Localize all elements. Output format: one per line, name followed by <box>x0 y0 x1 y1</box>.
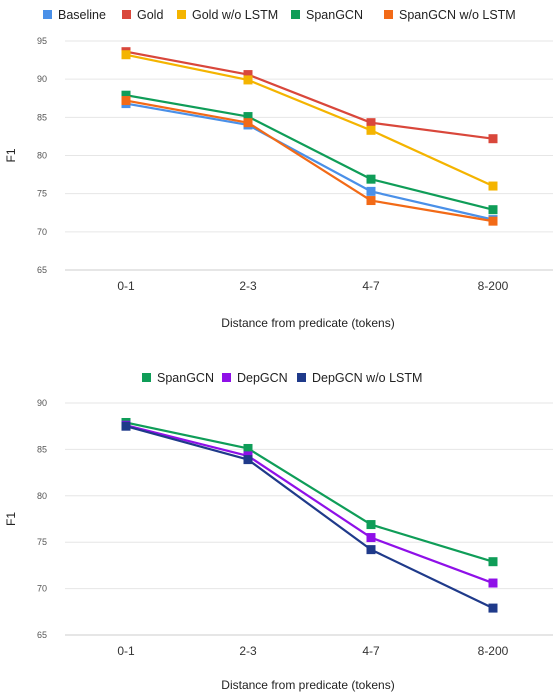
data-point <box>121 90 131 100</box>
legend-label: DepGCN w/o LSTM <box>312 371 422 385</box>
legend-label: Gold <box>137 8 163 22</box>
data-point <box>366 533 376 543</box>
data-point <box>488 557 498 567</box>
legend-swatch <box>384 10 393 19</box>
legend-label: SpanGCN <box>157 371 214 385</box>
legend-swatch <box>122 10 131 19</box>
data-point <box>366 196 376 206</box>
legend-label: SpanGCN <box>306 8 363 22</box>
data-point <box>366 125 376 135</box>
data-point <box>488 216 498 226</box>
x-tick-label: 8-200 <box>478 279 509 293</box>
x-tick-label: 8-200 <box>478 644 509 658</box>
y-tick-label: 85 <box>37 112 47 122</box>
y-tick-label: 80 <box>37 151 47 161</box>
data-point <box>243 75 253 85</box>
data-point <box>121 96 131 106</box>
y-tick-label: 65 <box>37 265 47 275</box>
data-point <box>243 455 253 465</box>
data-point <box>488 181 498 191</box>
data-point <box>243 70 253 80</box>
data-point <box>366 545 376 555</box>
y-tick-label: 95 <box>37 36 47 46</box>
x-tick-label: 0-1 <box>117 644 135 658</box>
x-tick-label: 2-3 <box>239 279 257 293</box>
data-point <box>243 118 253 128</box>
series-line <box>125 94 494 211</box>
y-tick-label: 90 <box>37 74 47 84</box>
legend-swatch <box>43 10 52 19</box>
data-point <box>488 578 498 588</box>
y-tick-label: 70 <box>37 584 47 594</box>
x-tick-label: 4-7 <box>362 279 380 293</box>
legend-label: Baseline <box>58 8 106 22</box>
y-axis-label: F1 <box>4 512 18 526</box>
legend-swatch <box>291 10 300 19</box>
chart-2: 65 70 75 80 85 90 0-1 2-3 4-7 8-200 Distance from … <box>4 371 553 692</box>
series-line <box>125 99 494 223</box>
series-line <box>125 53 494 188</box>
y-tick-label: 85 <box>37 444 47 454</box>
data-point <box>366 520 376 530</box>
y-tick-label: 80 <box>37 491 47 501</box>
data-point <box>366 118 376 128</box>
legend-swatch <box>177 10 186 19</box>
legend-swatch <box>222 373 231 382</box>
series-line <box>125 421 494 563</box>
legend-swatch <box>297 373 306 382</box>
series-line <box>125 50 494 140</box>
legend-label: SpanGCN w/o LSTM <box>399 8 516 22</box>
y-tick-label: 65 <box>37 630 47 640</box>
x-axis-label: Distance from predicate (tokens) <box>221 316 394 330</box>
series-line <box>125 425 494 610</box>
y-tick-label: 90 <box>37 398 47 408</box>
y-tick-label: 70 <box>37 227 47 237</box>
x-axis-label: Distance from predicate (tokens) <box>221 678 394 692</box>
data-point <box>488 134 498 144</box>
legend: SpanGCN DepGCN DepGCN w/o LSTM <box>142 371 422 385</box>
series-line <box>125 102 494 221</box>
data-point <box>488 205 498 215</box>
x-tick-label: 2-3 <box>239 644 257 658</box>
data-point <box>488 603 498 613</box>
data-point <box>366 186 376 196</box>
legend: Baseline Gold Gold w/o LSTM SpanGCN SpanGCN … <box>43 8 516 22</box>
data-point <box>121 421 131 431</box>
data-point <box>366 174 376 184</box>
y-axis-label: F1 <box>4 148 18 162</box>
data-point <box>121 50 131 60</box>
legend-swatch <box>142 373 151 382</box>
legend-label: DepGCN <box>237 371 288 385</box>
y-tick-label: 75 <box>37 537 47 547</box>
data-point <box>243 112 253 122</box>
x-tick-label: 0-1 <box>117 279 135 293</box>
series-line <box>125 424 494 585</box>
chart-1: 65 70 75 80 85 90 95 0-1 2-3 4-7 8-200 Distance fro… <box>4 8 553 330</box>
data-point <box>243 443 253 453</box>
x-tick-label: 4-7 <box>362 644 380 658</box>
legend-label: Gold w/o LSTM <box>192 8 278 22</box>
y-tick-label: 75 <box>37 189 47 199</box>
